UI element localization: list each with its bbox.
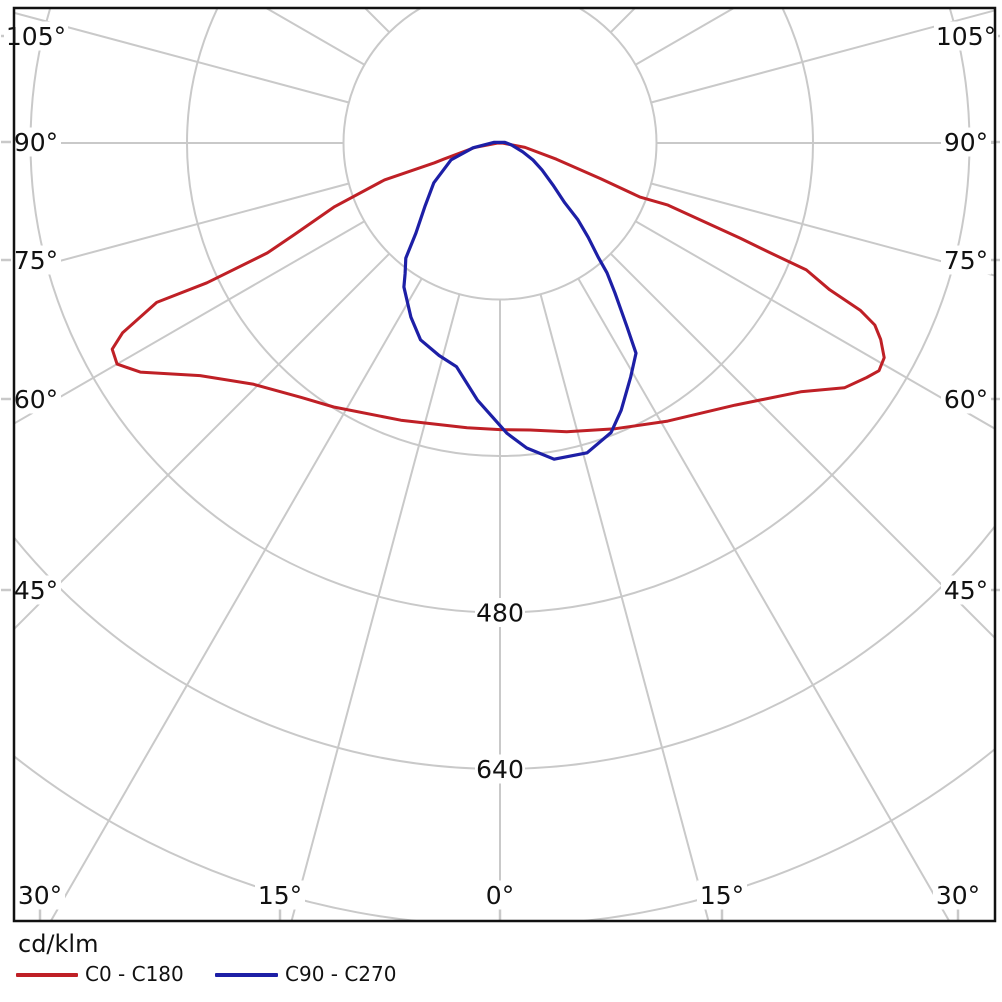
grid-ray--75deg [15,182,350,274]
legend-label-c90-c270: C90 - C270 [285,962,397,986]
angle-label-left-75deg: 75° [14,246,58,275]
angle-label-left-90deg-bg [11,127,61,157]
angle-label-left-60deg: 60° [14,385,58,414]
ring-label-640: 640 [476,755,524,784]
plot-background [14,8,995,921]
ring-label-640-bg [475,754,525,784]
angle-label-left-75deg-bg [11,245,61,275]
curve-c0-c180 [110,141,886,434]
legend-units-label: cd/klm [18,930,99,958]
grid-ray-105deg [650,9,994,104]
angle-label-bottom-1: 15° [258,881,302,910]
angle-label-right-75deg: 75° [944,246,988,275]
plot-border [12,6,997,923]
angle-label-bottom-2: 0° [486,881,514,910]
angle-label-right-105deg: 105° [936,22,996,51]
legend-line-c90-c270 [215,973,278,977]
angle-label-left-90deg: 90° [14,128,58,157]
angle-label-bottom-3: 15° [700,881,744,910]
grid-ray-60deg [635,220,994,430]
angle-label-right-45deg-bg [941,575,991,605]
grid-ray--45deg [15,252,391,630]
angle-label-right-75deg-bg [941,245,991,275]
angle-label-left-45deg: 45° [14,576,58,605]
angle-label-bottom-3-bg [697,880,747,910]
angle-label-bottom-0-bg [15,880,65,910]
angle-label-right-45deg: 45° [944,576,988,605]
angle-label-bottom-0: 30° [18,881,62,910]
grid-ray-75deg [650,182,994,277]
legend-label-c0-c180: C0 - C180 [85,962,184,986]
ring-label-480-bg [475,598,525,627]
legend-line-c0-c180 [16,973,78,977]
angle-label-right-90deg: 90° [944,128,988,157]
angle-label-right-90deg-bg [941,127,991,157]
angle-label-left-45deg-bg [11,575,61,605]
angle-label-bottom-2-bg [482,880,518,910]
grid-ray--30deg [50,278,423,920]
angle-label-bottom-4-bg [933,880,983,910]
angle-label-bottom-1-bg [255,880,305,910]
grid-ray-30deg [577,278,950,920]
grid-ray--60deg [15,220,365,425]
angle-label-bottom-4: 30° [936,881,980,910]
angle-label-right-105deg-bg [934,21,998,51]
curve-c90-c270 [402,140,638,461]
angle-label-right-60deg: 60° [944,385,988,414]
angle-label-right-60deg-bg [941,384,991,414]
grid-ray--105deg [15,12,350,104]
ring-label-480: 480 [476,599,524,628]
angle-label-left-60deg-bg [11,384,61,414]
angle-label-left-105deg: 105° [6,22,66,51]
